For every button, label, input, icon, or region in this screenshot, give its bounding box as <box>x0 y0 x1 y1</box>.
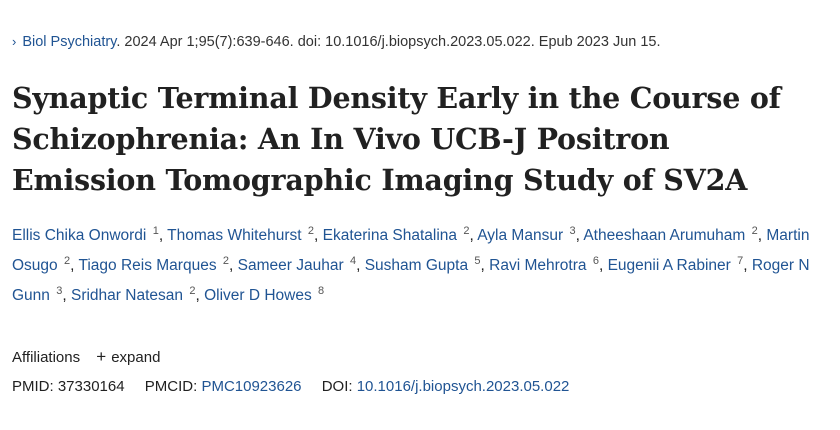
author-link[interactable]: Thomas Whitehurst <box>167 227 302 244</box>
affiliation-number[interactable]: 1 <box>152 225 159 237</box>
chevron-right-icon: › <box>12 34 17 49</box>
author-link[interactable]: Sridhar Natesan <box>70 287 183 304</box>
author-link[interactable]: Atheeshaan Arumuham <box>583 227 746 244</box>
affiliation-number[interactable]: 2 <box>63 255 71 267</box>
author-link[interactable]: Sameer Jauhar <box>237 257 344 274</box>
author-link[interactable]: Tiago Reis Marques <box>78 257 217 274</box>
affiliation-number[interactable]: 3 <box>569 225 576 237</box>
author-link[interactable]: Martin Osugo <box>12 227 810 274</box>
identifiers-row: PMID: 37330164 PMCID: PMC10923626 DOI: 1… <box>12 378 585 395</box>
author-link[interactable]: Roger N Gunn <box>12 257 810 304</box>
doi: DOI: 10.1016/j.biopsych.2023.05.022 <box>321 378 570 395</box>
author-link[interactable]: Ayla Mansur <box>477 227 564 244</box>
affiliation-number[interactable]: 2 <box>222 255 230 267</box>
author-link[interactable]: Susham Gupta <box>364 257 469 274</box>
citation-details: . 2024 Apr 1;95(7):639-646. doi: 10.1016… <box>116 34 661 50</box>
affiliation-number[interactable]: 5 <box>474 255 481 267</box>
pmid-value: 37330164 <box>57 378 125 395</box>
author-link[interactable]: Eugenii A Rabiner <box>607 257 731 274</box>
affiliation-number[interactable]: 2 <box>307 225 314 237</box>
affiliations-label: Affiliations <box>12 349 81 366</box>
author-link[interactable]: Ravi Mehrotra <box>489 257 587 274</box>
affiliation-number[interactable]: 3 <box>56 285 63 297</box>
affiliation-number[interactable]: 8 <box>318 285 325 297</box>
author-link[interactable]: Ekaterina Shatalina <box>322 227 458 244</box>
citation-line: › Biol Psychiatry. 2024 Apr 1;95(7):639-6… <box>12 34 661 50</box>
affiliations-row: Affiliations + expand <box>12 347 160 367</box>
pmid: PMID: 37330164 <box>12 378 125 395</box>
affiliation-number[interactable]: 6 <box>592 255 599 267</box>
affiliation-number[interactable]: 2 <box>463 225 470 237</box>
expand-affiliations-button[interactable]: expand <box>111 349 161 366</box>
authors-list: Ellis Chika Onwordi 1, Thomas Whitehurst… <box>12 225 810 305</box>
author-link[interactable]: Ellis Chika Onwordi <box>12 227 147 244</box>
affiliation-number[interactable]: 7 <box>737 255 744 267</box>
affiliation-number[interactable]: 2 <box>189 285 196 297</box>
pmcid-link[interactable]: PMC10923626 <box>201 378 302 395</box>
article-title: Synaptic Terminal Density Early in the C… <box>12 81 781 197</box>
plus-icon[interactable]: + <box>96 347 107 366</box>
author-link[interactable]: Oliver D Howes <box>204 287 312 304</box>
pmcid: PMCID: PMC10923626 <box>144 378 302 395</box>
affiliation-number[interactable]: 4 <box>349 255 357 267</box>
doi-link[interactable]: 10.1016/j.biopsych.2023.05.022 <box>356 378 570 395</box>
journal-link[interactable]: Biol Psychiatry <box>22 34 117 50</box>
affiliation-number[interactable]: 2 <box>751 225 758 237</box>
